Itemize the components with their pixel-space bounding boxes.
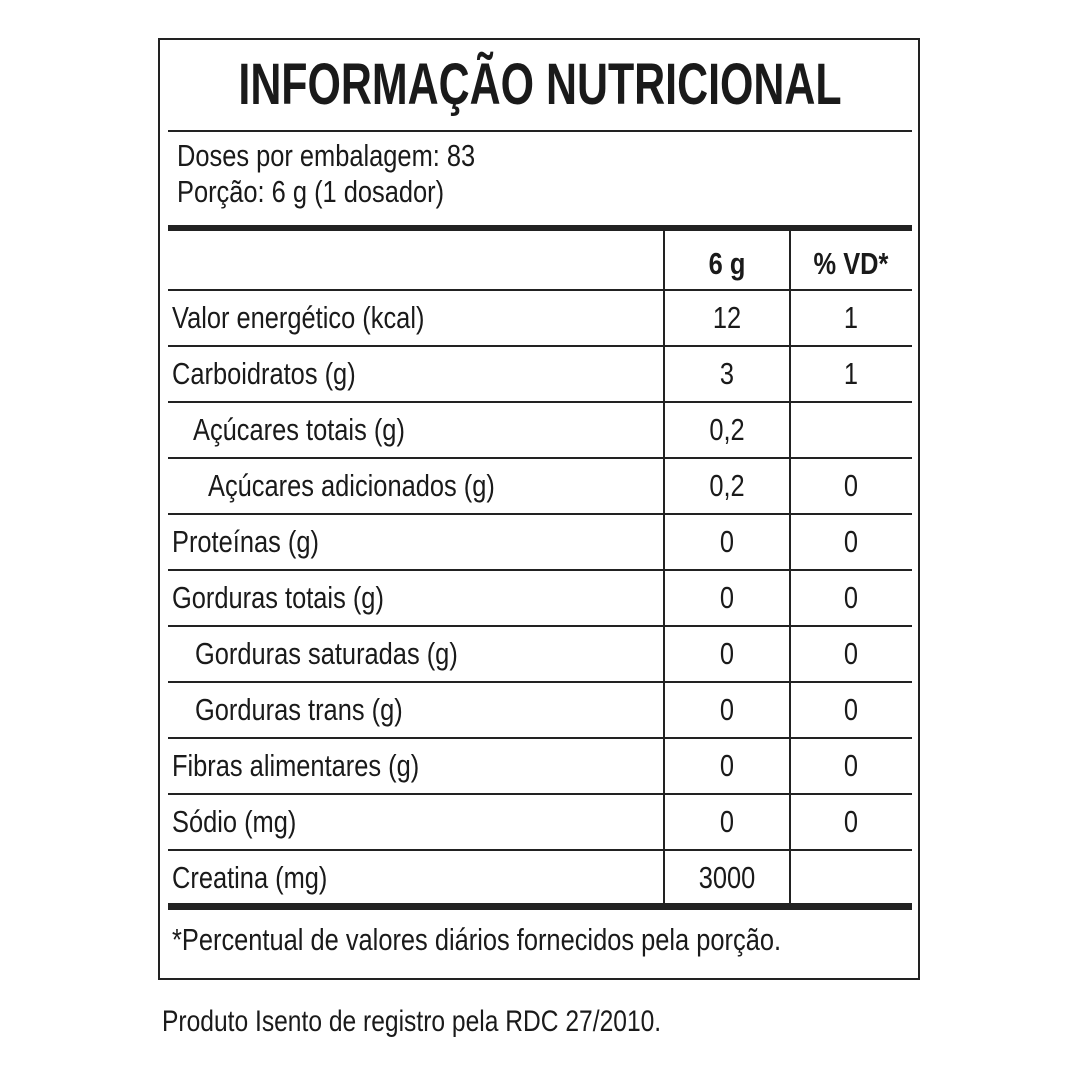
nutrient-label: Gorduras trans (g)	[195, 692, 403, 727]
footnote: *Percentual de valores diários fornecido…	[172, 922, 782, 957]
nutrient-amount: 0	[719, 692, 735, 727]
registration-note: Produto Isento de registro pela RDC 27/2…	[162, 1005, 662, 1038]
nutrient-label: Gorduras totais (g)	[172, 580, 384, 615]
nutrient-dv: 0	[843, 468, 859, 503]
row-divider	[168, 289, 912, 291]
nutrient-amount: 0	[719, 748, 735, 783]
row-divider	[168, 513, 912, 515]
thick-divider	[168, 903, 912, 910]
nutrient-label: Açúcares totais (g)	[193, 412, 405, 447]
nutrient-label: Gorduras saturadas (g)	[195, 636, 458, 671]
nutrient-amount: 3	[719, 356, 735, 391]
row-divider	[168, 737, 912, 739]
row-divider	[168, 625, 912, 627]
nutrient-label: Valor energético (kcal)	[172, 300, 425, 335]
nutrient-amount: 0,2	[709, 468, 745, 503]
nutrient-label: Proteínas (g)	[172, 524, 319, 559]
nutrient-amount: 0,2	[709, 412, 745, 447]
column-divider	[663, 226, 665, 906]
dv-header: % VD*	[813, 246, 889, 281]
nutrient-dv: 0	[843, 636, 859, 671]
nutrient-amount: 3000	[698, 860, 756, 895]
nutrient-label: Açúcares adicionados (g)	[208, 468, 495, 503]
nutrient-dv: 0	[843, 804, 859, 839]
nutrient-label: Carboidratos (g)	[172, 356, 356, 391]
nutrient-amount: 0	[719, 524, 735, 559]
label-title: INFORMAÇÃO NUTRICIONAL	[238, 52, 842, 117]
row-divider	[168, 793, 912, 795]
nutrient-amount: 12	[712, 300, 742, 335]
servings-per-package: Doses por embalagem: 83	[177, 138, 476, 173]
row-divider	[168, 849, 912, 851]
row-divider	[168, 681, 912, 683]
nutrient-amount: 0	[719, 580, 735, 615]
thick-divider	[168, 225, 912, 231]
portion-size: Porção: 6 g (1 dosador)	[177, 174, 445, 209]
nutrition-facts-box	[158, 38, 920, 980]
nutrient-dv: 0	[843, 524, 859, 559]
nutrient-label: Fibras alimentares (g)	[172, 748, 420, 783]
row-divider	[168, 457, 912, 459]
nutrient-label: Sódio (mg)	[172, 804, 297, 839]
row-divider	[168, 345, 912, 347]
nutrient-amount: 0	[719, 636, 735, 671]
nutrient-amount: 0	[719, 804, 735, 839]
nutrient-dv: 1	[843, 356, 859, 391]
column-divider	[789, 226, 791, 906]
row-divider	[168, 401, 912, 403]
nutrient-dv: 0	[843, 692, 859, 727]
nutrient-label: Creatina (mg)	[172, 860, 328, 895]
nutrient-dv: 0	[843, 580, 859, 615]
divider	[168, 130, 912, 132]
nutrient-dv: 1	[843, 300, 859, 335]
row-divider	[168, 569, 912, 571]
amount-header: 6 g	[708, 246, 746, 281]
nutrient-dv: 0	[843, 748, 859, 783]
